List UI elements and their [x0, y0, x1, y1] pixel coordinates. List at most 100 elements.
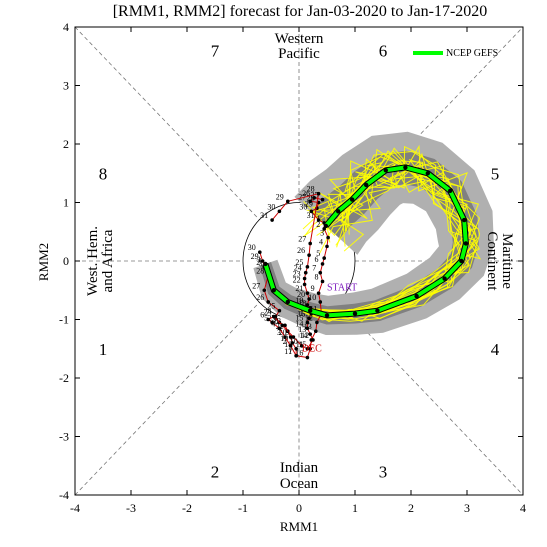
day-label: 3	[320, 229, 324, 238]
track-point	[277, 209, 282, 214]
track-point	[286, 199, 290, 204]
day-label: 22	[293, 275, 301, 284]
track-point	[308, 332, 313, 336]
diagonal-line	[74, 302, 260, 496]
track-point	[350, 197, 355, 202]
x-tick-label: -2	[182, 501, 192, 515]
day-label: 2	[316, 220, 320, 229]
track-point	[305, 355, 310, 360]
day-label: 26	[302, 189, 310, 198]
track-point	[288, 335, 293, 339]
track-point	[307, 316, 311, 321]
day-label: 30	[267, 202, 275, 211]
x-tick-label: 2	[408, 501, 414, 515]
day-label: 7	[266, 308, 270, 317]
track-point	[305, 320, 310, 325]
track-point	[316, 218, 321, 222]
day-label: 12	[301, 331, 309, 340]
chart-title: [RMM1, RMM2] forecast for Jan-03-2020 to…	[113, 3, 488, 20]
day-label: 20	[297, 290, 305, 299]
legend: NCEP GEFS	[413, 48, 498, 59]
y-axis-label: RMM2	[36, 243, 51, 281]
x-tick-label: 0	[296, 501, 302, 515]
day-label: 24	[294, 264, 302, 273]
day-label: 1	[288, 347, 292, 356]
region-left-line1: West. Hem.	[85, 226, 101, 296]
day-label: 22	[273, 316, 281, 325]
day-label: 14	[295, 319, 303, 328]
x-tick-label: 3	[464, 501, 470, 515]
track-point	[288, 344, 293, 348]
track-point	[323, 223, 329, 229]
track-point	[266, 317, 271, 322]
track-point	[305, 346, 310, 351]
diagonal-line	[74, 26, 260, 220]
month-labels: DEC START	[302, 282, 357, 354]
day-label: 17	[284, 347, 292, 356]
track-point	[272, 314, 276, 319]
track-point	[258, 250, 262, 255]
x-tick-label: 1	[352, 501, 358, 515]
day-label: 27	[298, 192, 306, 201]
ensemble-spread-inner	[259, 150, 479, 325]
day-label: 2	[283, 337, 287, 346]
day-label: 16	[297, 309, 305, 318]
day-label: 28	[307, 194, 315, 203]
day-label: 26	[256, 293, 264, 302]
region-left-line2: and Africa	[100, 229, 116, 292]
day-label: 1	[257, 255, 261, 264]
day-label: 26	[297, 246, 305, 255]
track-point	[403, 165, 408, 170]
day-label: 6	[260, 311, 264, 320]
track-point	[266, 300, 271, 304]
track-point	[308, 346, 313, 351]
day-label: 8	[315, 272, 319, 281]
track-point	[375, 308, 380, 313]
day-label: 24	[263, 308, 271, 317]
track-point	[303, 270, 308, 275]
track-point	[314, 329, 318, 334]
track-point	[462, 217, 467, 223]
track-line	[263, 165, 468, 318]
day-label: 10	[308, 293, 316, 302]
track-point	[322, 256, 327, 260]
region-bottom-line1: Indian	[280, 460, 319, 476]
track-point	[414, 293, 419, 299]
y-tick-label: 3	[63, 79, 69, 93]
phase-number-6: 6	[379, 41, 388, 60]
track-point	[326, 235, 330, 240]
day-label: 29	[251, 252, 259, 261]
day-label: 28	[307, 185, 315, 194]
day-label: 2	[256, 258, 260, 267]
track-point	[463, 241, 469, 246]
y-tick-label: -2	[59, 371, 69, 385]
phase-number-8: 8	[99, 164, 108, 183]
day-label: 30	[299, 202, 307, 211]
day-label: 4	[271, 319, 275, 328]
phase-number-2: 2	[211, 463, 220, 482]
region-labels: Western Pacific Indian Ocean West. Hem. …	[85, 31, 515, 492]
track-point	[325, 244, 329, 249]
day-label: 16	[295, 349, 303, 358]
ensemble-member-line	[264, 148, 477, 321]
day-label: 31	[307, 211, 315, 220]
track-point	[316, 291, 321, 295]
track-point	[283, 335, 287, 339]
day-label: 29	[276, 192, 284, 201]
day-label: 14	[299, 331, 307, 340]
day-label: 18	[284, 340, 292, 349]
day-label: 23	[293, 270, 301, 279]
day-label: 4	[319, 237, 323, 246]
region-top-line1: Western	[275, 31, 324, 47]
track-point	[316, 191, 321, 196]
day-label: 1	[316, 214, 320, 223]
day-label: 7	[312, 264, 316, 273]
day-label: 11	[296, 340, 304, 349]
track-point	[270, 320, 274, 325]
phase-number-3: 3	[379, 463, 388, 482]
track-point	[318, 300, 323, 304]
day-label: 6	[315, 255, 319, 264]
day-label: 29	[305, 199, 313, 208]
day-label: 13	[298, 325, 306, 334]
